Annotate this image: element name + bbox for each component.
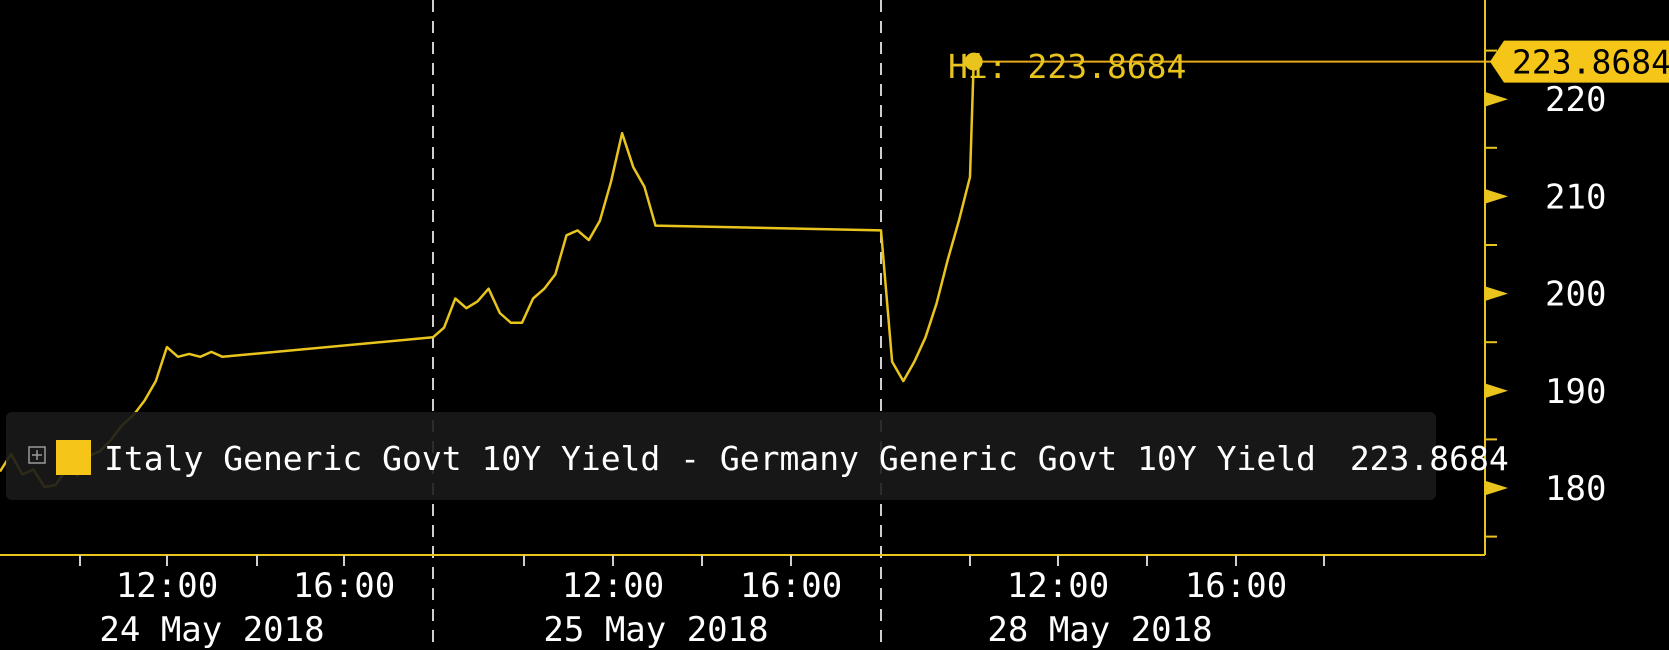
y-axis: 220 210 200 190 180 [1484,0,1606,555]
y-tick-label: 180 [1545,469,1606,509]
x-time-label: 16:00 [1185,566,1287,606]
legend-series-label: Italy Generic Govt 10Y Yield - Germany G… [104,439,1509,478]
legend-background [6,412,1436,500]
high-value-point [964,52,983,71]
y-ticks: 220 210 200 190 180 [1486,80,1606,509]
legend: Italy Generic Govt 10Y Yield - Germany G… [6,412,1509,500]
last-value-tag-shape [1490,40,1669,83]
x-time-label: 12:00 [562,566,664,606]
y-tick-marker [1486,92,1508,107]
high-marker: Hi: 223.8684 [948,47,1492,86]
x-date-label: 25 May 2018 [543,610,768,650]
y-tick-label: 210 [1545,177,1606,217]
legend-swatch [56,440,91,475]
high-value-label: Hi: 223.8684 [948,47,1186,86]
last-value-tag-text: 223.8684 [1512,43,1669,82]
day-separators [432,0,882,650]
y-tick-marker [1486,383,1508,398]
y-tick-label: 220 [1545,80,1606,120]
y-tick-marker [1486,286,1508,301]
y-tick-marker [1486,189,1508,204]
x-time-label: 12:00 [116,566,218,606]
y-minor-ticks [1485,49,1497,538]
legend-series-name: Italy Generic Govt 10Y Yield - Germany G… [104,439,1316,478]
x-ticks [79,555,1325,566]
x-date-label: 24 May 2018 [99,610,324,650]
x-date-label: 28 May 2018 [987,610,1212,650]
legend-series-value: 223.8684 [1350,439,1509,478]
last-value-tag: 223.8684 [1490,40,1669,83]
y-tick-marker [1486,481,1508,495]
x-axis: 12:00 16:00 12:00 16:00 12:00 16:00 24 M… [0,554,1485,650]
x-time-label: 16:00 [293,566,395,606]
x-time-label: 12:00 [1007,566,1109,606]
y-tick-label: 200 [1545,275,1606,315]
legend-expand-icon[interactable] [28,446,46,464]
y-tick-label: 190 [1545,372,1606,412]
x-time-label: 16:00 [740,566,842,606]
